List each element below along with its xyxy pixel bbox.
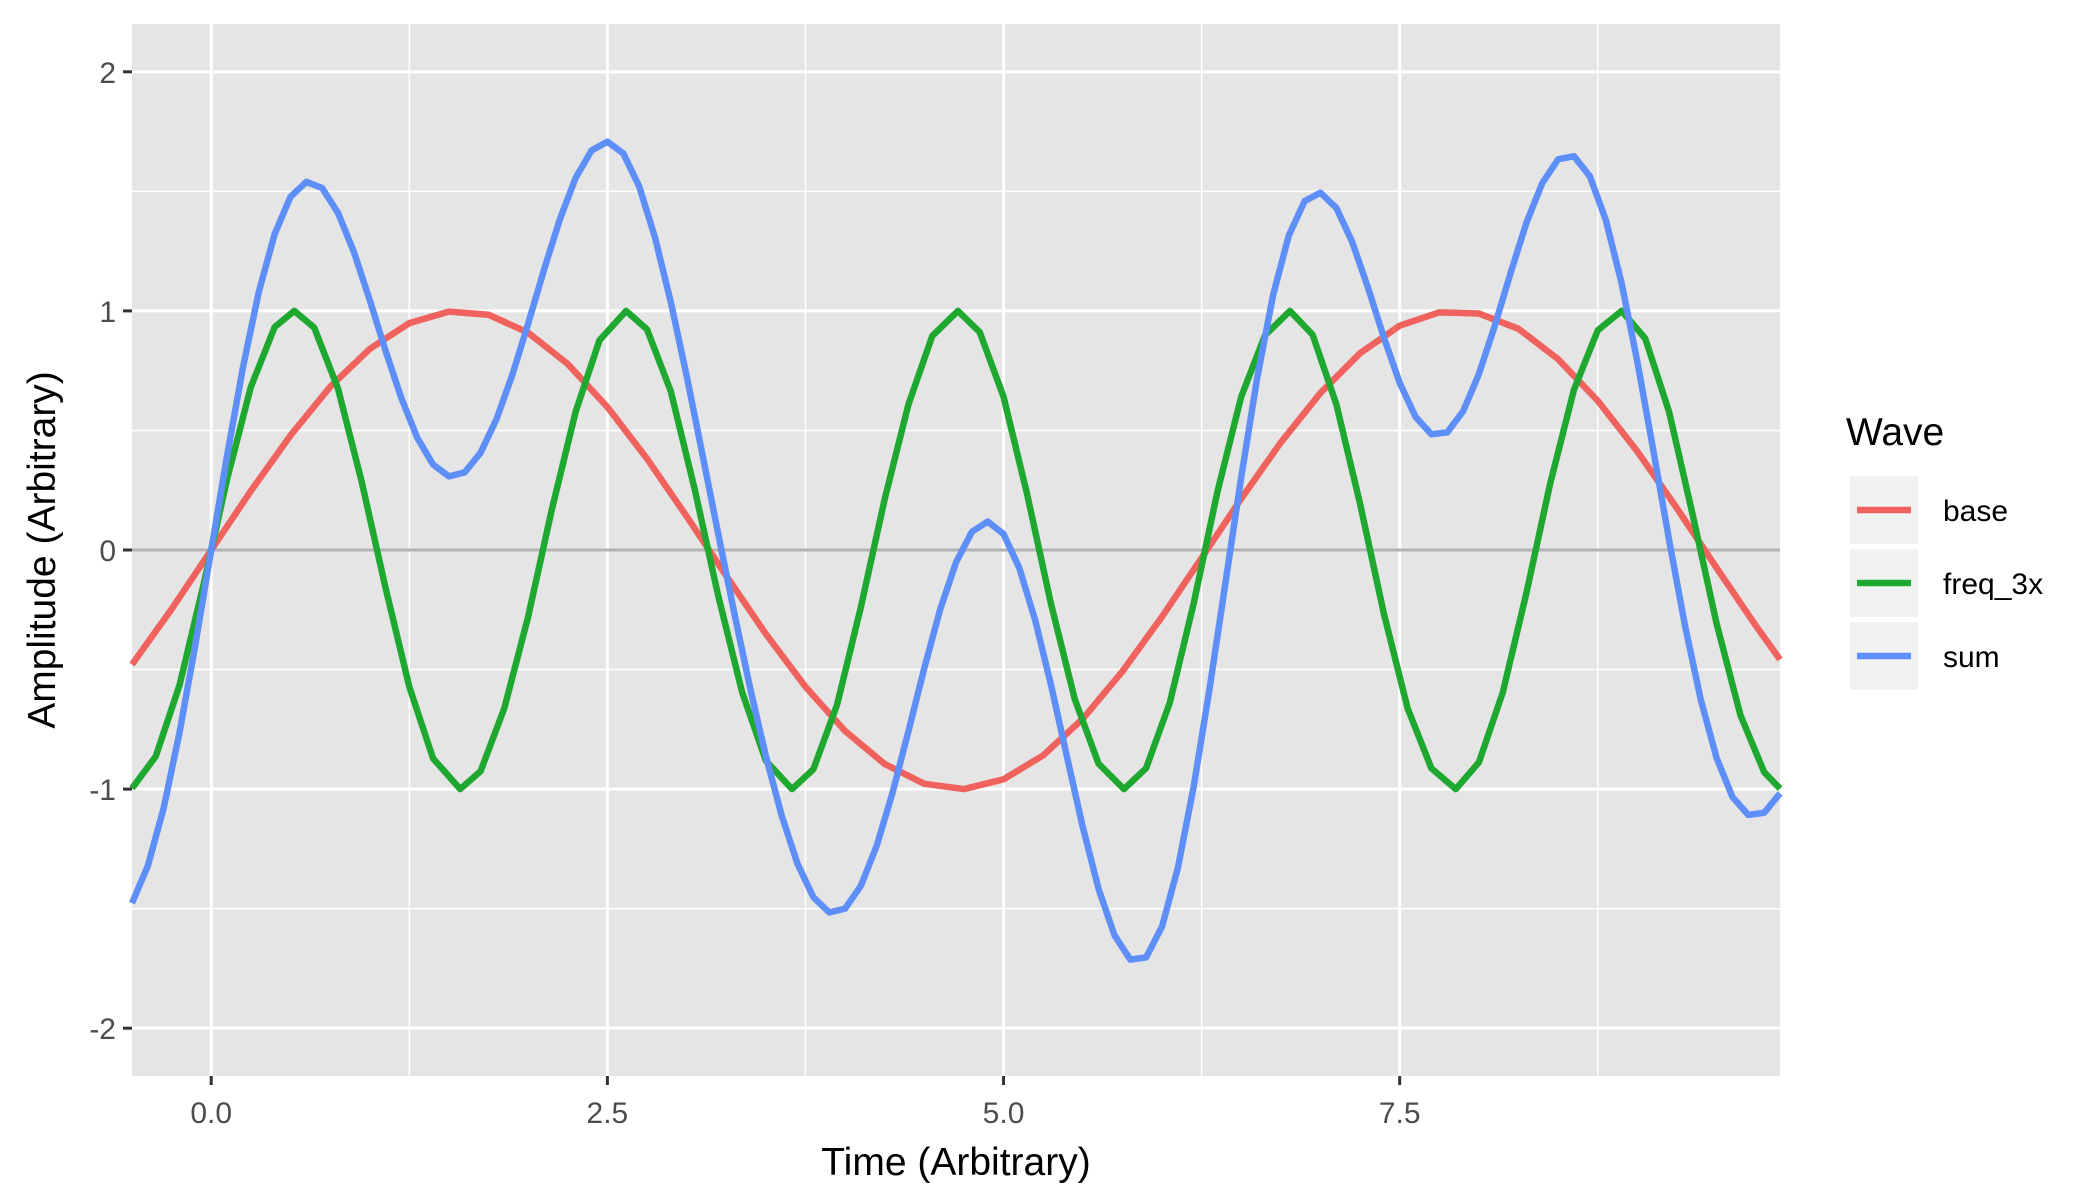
x-axis: 0.0 2.5 5.0 7.5 (190, 1076, 1421, 1130)
x-tick-label: 7.5 (1379, 1097, 1421, 1130)
y-tick-label: 0 (99, 535, 116, 568)
y-axis: -2 -1 0 1 2 (89, 57, 132, 1046)
legend-label-sum: sum (1943, 641, 2000, 674)
x-tick-label: 5.0 (983, 1097, 1025, 1130)
series-lines (129, 138, 1783, 963)
legend-label-freq_3x: freq_3x (1943, 568, 2043, 601)
y-tick-label: 1 (99, 296, 116, 329)
y-tick-label: 2 (99, 57, 116, 90)
series-line-sum (129, 138, 1783, 963)
series-line-base (129, 308, 1783, 793)
series-line-freq_3x (129, 307, 1783, 793)
legend-label-base: base (1943, 495, 2008, 528)
legend-title: Wave (1846, 411, 1944, 454)
y-tick-label: -2 (89, 1013, 116, 1046)
y-tick-label: -1 (89, 774, 116, 807)
x-tick-label: 2.5 (587, 1097, 629, 1130)
x-tick-label: 0.0 (190, 1097, 232, 1130)
y-axis-title: Amplitude (Arbitrary) (21, 371, 64, 729)
x-axis-title: Time (Arbitrary) (821, 1141, 1090, 1184)
